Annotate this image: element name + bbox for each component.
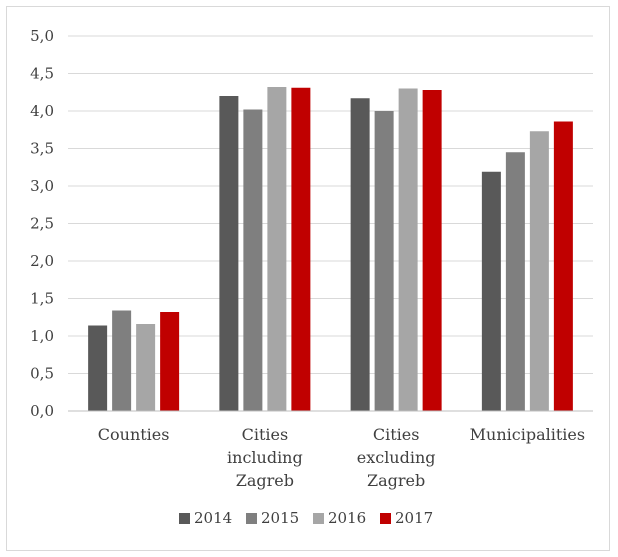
legend-swatch xyxy=(380,513,391,524)
y-tick-label: 4,5 xyxy=(30,65,54,83)
y-tick-label: 0,0 xyxy=(30,402,54,420)
legend-swatch xyxy=(246,513,257,524)
x-axis: Counties Cities including Zagreb Cities exclu… xyxy=(68,410,593,490)
legend-label: 2014 xyxy=(194,509,232,527)
bar-2015 xyxy=(112,310,132,411)
bar-2015 xyxy=(374,111,394,411)
bar-2016 xyxy=(136,324,156,411)
bar-2017 xyxy=(422,90,442,411)
x-category-label: Counties xyxy=(98,425,170,444)
y-tick-label: 2,5 xyxy=(30,215,54,233)
bar-2017 xyxy=(553,121,573,411)
bar-2014 xyxy=(219,96,239,411)
bar-2014 xyxy=(88,325,108,411)
bar-2014 xyxy=(481,171,501,411)
y-tick-label: 1,5 xyxy=(30,290,54,308)
bar-2015 xyxy=(505,152,525,411)
y-axis: 0,0 0,5 1,0 1,5 2,0 2,5 3,0 3,5 4,0 4,5 5,0 xyxy=(30,27,54,420)
y-tick-label: 0,5 xyxy=(30,365,54,383)
bar-2014 xyxy=(350,98,370,411)
y-tick-label: 3,0 xyxy=(30,177,54,195)
bar-2016 xyxy=(267,87,287,411)
legend-label: 2015 xyxy=(261,509,299,527)
bar-2016 xyxy=(529,131,549,411)
legend-label: 2016 xyxy=(328,509,366,527)
legend-swatch xyxy=(179,513,190,524)
y-tick-label: 3,5 xyxy=(30,140,54,158)
y-tick-label: 5,0 xyxy=(30,27,54,45)
bar-2017 xyxy=(160,312,180,411)
bar-2016 xyxy=(398,88,418,411)
x-category-label: Cities including Zagreb xyxy=(227,425,303,490)
y-tick-label: 4,0 xyxy=(30,102,54,120)
gridlines xyxy=(68,35,593,374)
legend-swatch xyxy=(313,513,324,524)
bar-2017 xyxy=(291,87,311,411)
legend: 2014 2015 2016 2017 xyxy=(179,509,433,527)
bar-2015 xyxy=(243,109,263,411)
x-category-label: Municipalities xyxy=(470,425,585,444)
bars xyxy=(88,87,573,411)
x-category-label: Cities excluding Zagreb xyxy=(357,425,436,490)
y-tick-label: 2,0 xyxy=(30,252,54,270)
legend-label: 2017 xyxy=(395,509,433,527)
y-tick-label: 1,0 xyxy=(30,327,54,345)
